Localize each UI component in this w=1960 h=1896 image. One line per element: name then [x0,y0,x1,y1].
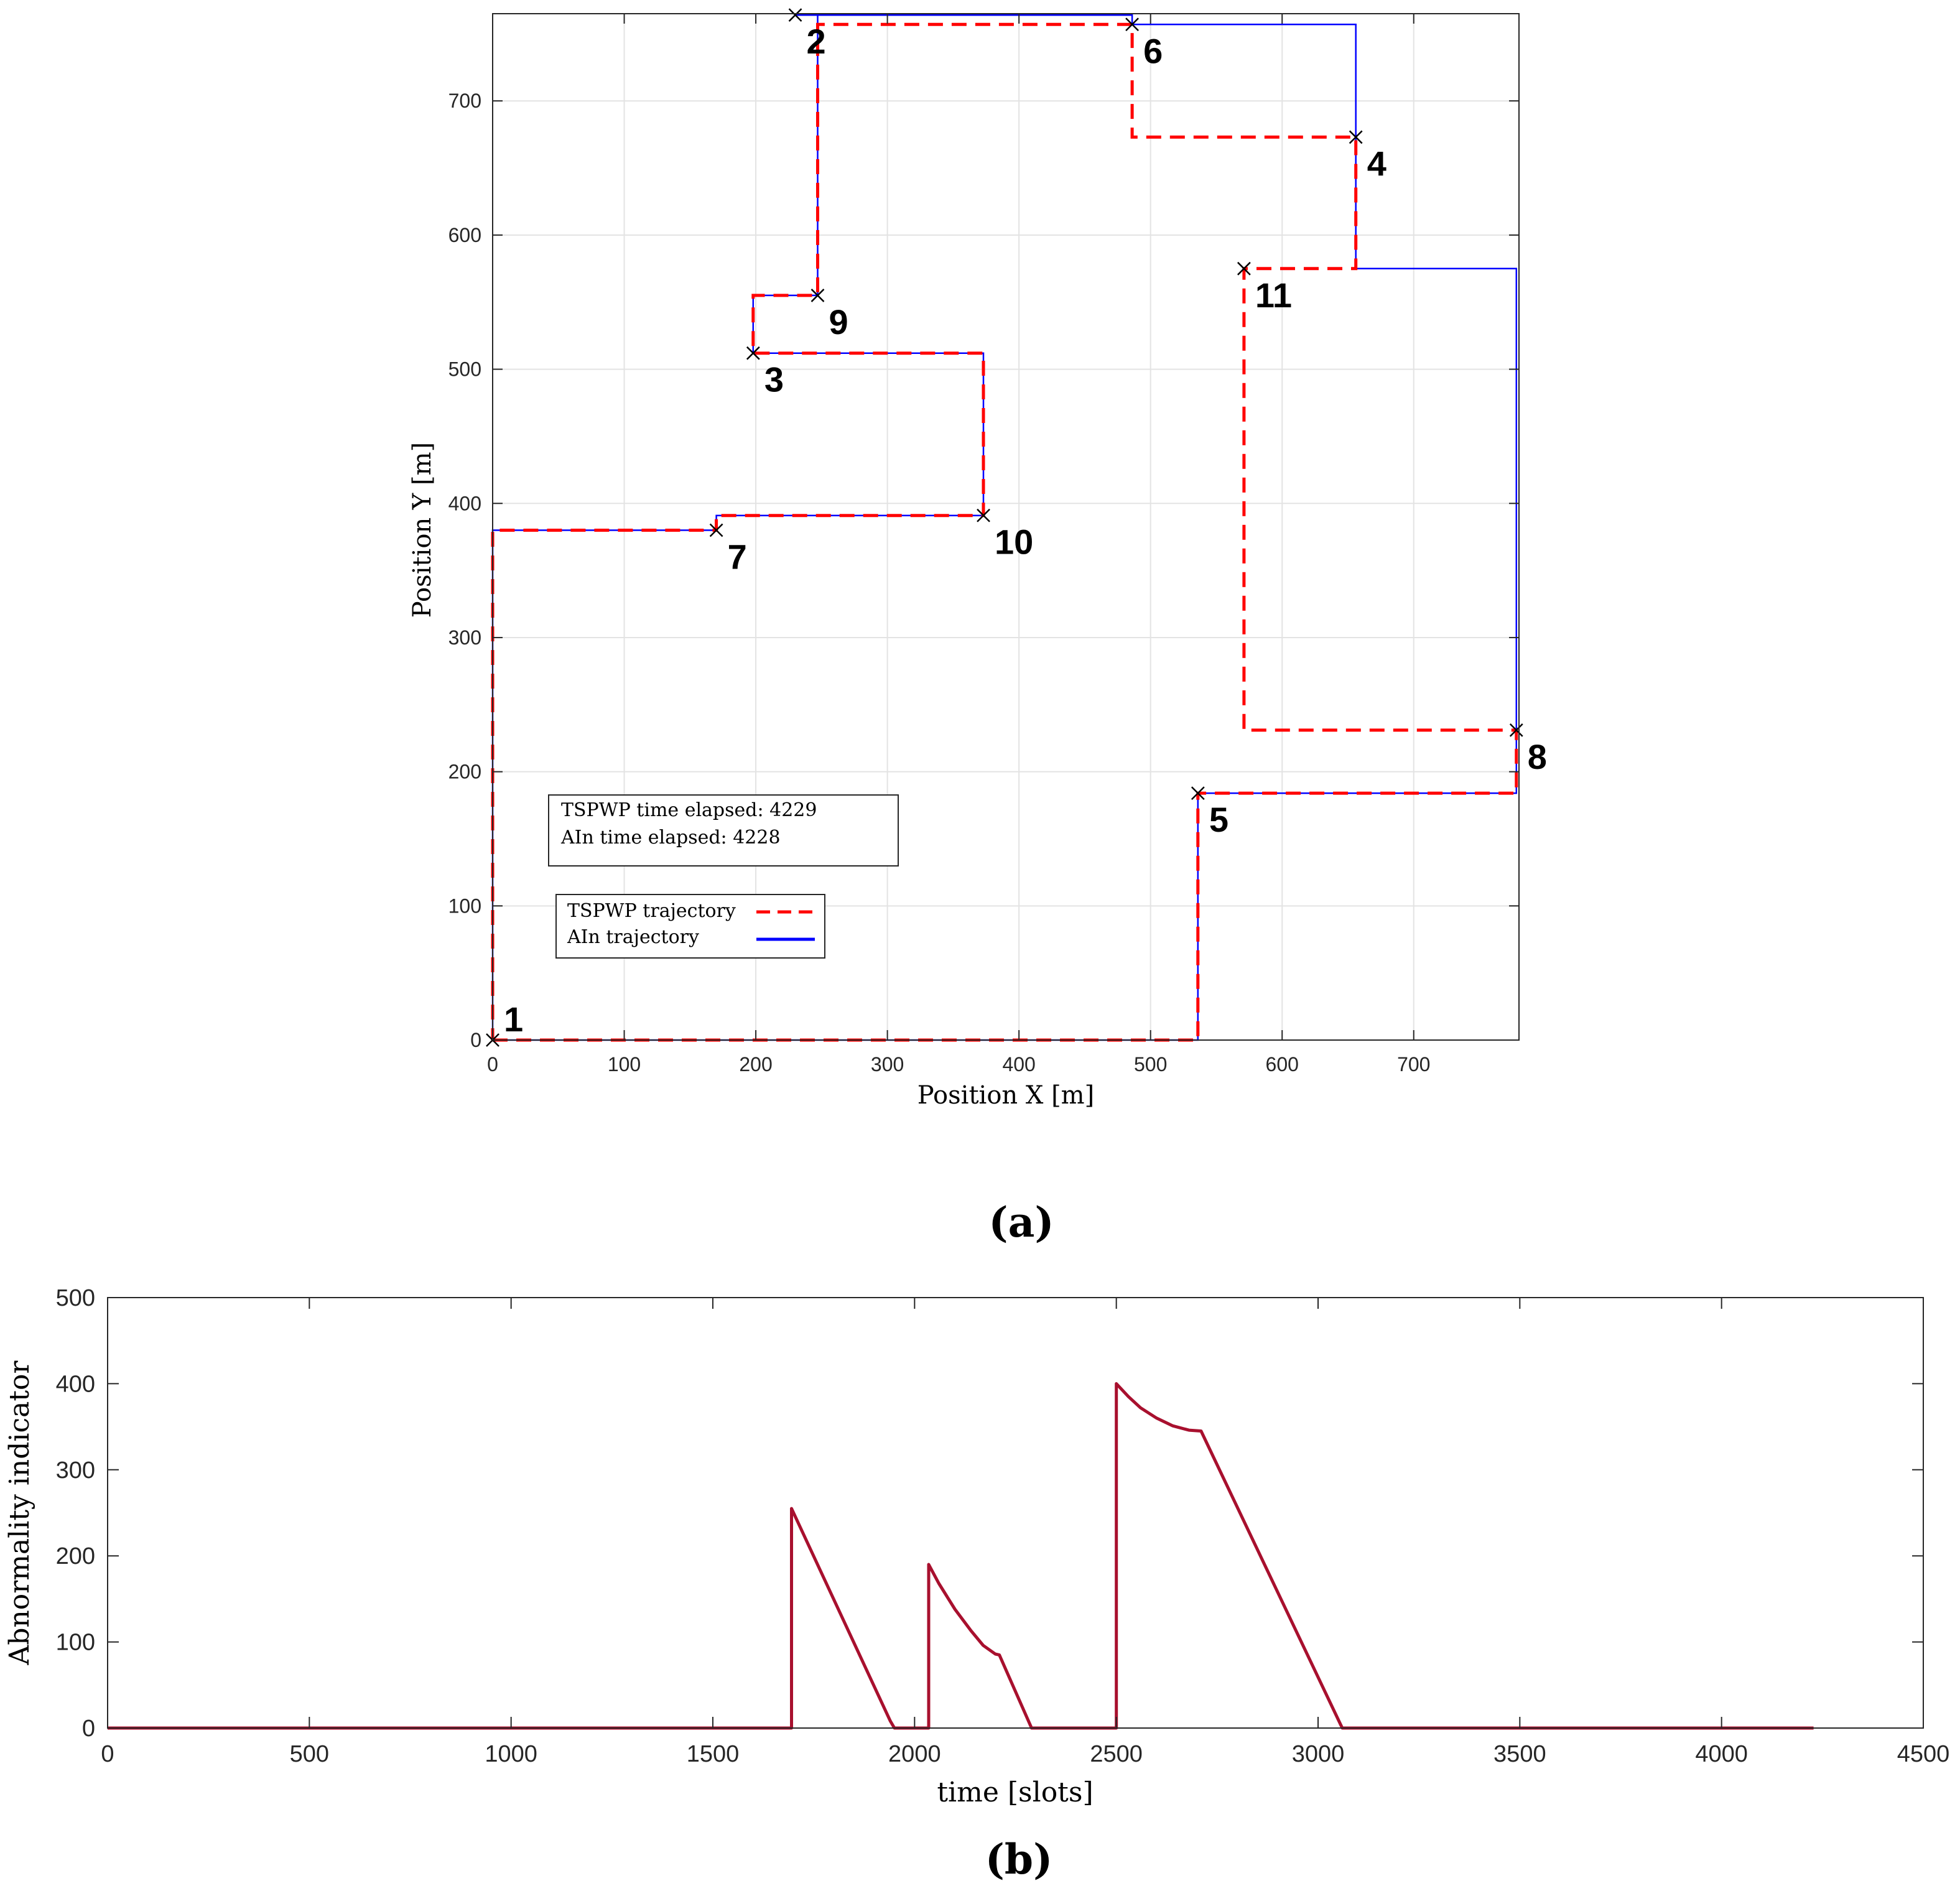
waypoint-node: 2 [788,8,826,61]
x-tick-label: 2500 [1090,1741,1143,1767]
trajectory-plot-background [493,14,1519,1040]
waypoint-label: 9 [829,302,848,342]
trajectory-nodes: 1 2 3 4 5 6 7 8 9 10 11 [486,8,1547,1047]
waypoint-node: 3 [746,346,784,399]
x-tick-label: 3500 [1493,1741,1546,1767]
waypoint-marker [1349,130,1363,144]
trajectory-x-axis-label: Position X [m] [917,1081,1094,1110]
trajectory-ticks: 0 100 200 300 400 500 600 700 0 100 200 300 400 500 60… [448,14,1519,1076]
x-tick-label: 400 [1002,1053,1035,1076]
panel-a-caption: (a) [988,1198,1054,1247]
y-tick-label: 100 [56,1630,95,1656]
x-tick-label: 100 [608,1053,641,1076]
waypoint-node: 9 [810,289,848,342]
y-tick-label: 100 [448,895,481,917]
trajectory-series [491,14,1518,1042]
abnormality-plot-frame [107,1297,1924,1729]
waypoint-label: 6 [1143,31,1163,70]
waypoint-label: 8 [1528,737,1547,776]
waypoint-label: 5 [1209,800,1228,839]
abnormality-y-axis-label: Abnormality indicator [4,1360,35,1665]
y-tick-label: 500 [448,358,481,381]
y-tick-label: 0 [82,1716,95,1742]
waypoint-node: 10 [977,508,1033,562]
tspwp-trajectory-line [491,22,1518,1042]
trajectory-y-axis-label: Position Y [m] [408,442,437,618]
waypoint-label: 4 [1367,144,1386,183]
y-tick-label: 400 [448,492,481,514]
time-elapsed-box-frame [548,794,899,867]
waypoint-node: 5 [1191,786,1228,839]
y-tick-label: 300 [448,626,481,649]
x-tick-label: 4500 [1897,1741,1950,1767]
x-tick-label: 200 [739,1053,772,1076]
y-tick-label: 300 [56,1457,95,1484]
waypoint-node: 8 [1509,723,1547,776]
x-tick-label: 1500 [687,1741,740,1767]
waypoint-marker [977,508,990,523]
abnormality-series [108,1382,1814,1730]
x-tick-label: 0 [487,1053,498,1076]
y-tick-label: 600 [448,224,481,246]
y-tick-label: 0 [470,1029,481,1051]
time-elapsed-box: TSPWP time elapsed: 4229 AIn time elapse… [548,794,899,867]
trajectory-plot: 1 2 3 4 5 6 7 8 9 10 11 0 100 200 300 400 500 600 700 0 100… [408,8,1547,1110]
y-tick-label: 700 [448,90,481,112]
x-tick-label: 1000 [485,1741,537,1767]
x-tick-label: 4000 [1695,1741,1748,1767]
abnormality-plot-background [108,1298,1923,1728]
waypoint-marker [746,346,760,360]
abnormality-x-axis-label: time [slots] [937,1777,1093,1808]
waypoint-marker [1125,17,1139,32]
y-tick-label: 200 [56,1543,95,1569]
abnormality-plot: 0 500 1000 1500 2000 2500 3000 3500 4000 4500 0 100… [4,1285,1949,1808]
waypoint-label: 10 [995,523,1033,562]
waypoint-marker [1237,261,1251,276]
y-tick-label: 200 [448,761,481,783]
waypoint-label: 11 [1255,276,1292,315]
waypoint-node: 11 [1237,261,1292,315]
trajectory-legend-frame [555,894,825,959]
waypoint-marker [810,289,825,302]
waypoint-label: 3 [764,360,784,399]
trajectory-plot-frame [492,13,1520,1041]
ain-time-elapsed: AIn time elapsed: 4228 [560,827,781,848]
trajectory-legend: TSPWP trajectory AIn trajectory [555,894,825,959]
y-tick-label: 400 [56,1371,95,1397]
x-tick-label: 600 [1266,1053,1299,1076]
waypoint-node: 4 [1349,130,1386,183]
x-tick-label: 3000 [1292,1741,1345,1767]
x-tick-label: 500 [290,1741,329,1767]
tspwp-time-elapsed: TSPWP time elapsed: 4229 [561,799,817,821]
x-tick-label: 500 [1134,1053,1167,1076]
legend-label-ain: AIn trajectory [567,926,699,948]
x-tick-label: 700 [1397,1053,1430,1076]
x-tick-label: 2000 [888,1741,941,1767]
waypoint-marker [1191,786,1205,801]
waypoint-marker [1509,723,1523,737]
waypoint-node: 7 [709,523,747,576]
waypoint-label: 2 [807,22,826,61]
waypoint-label: 7 [728,537,747,576]
x-tick-label: 300 [871,1053,904,1076]
waypoint-node: 6 [1125,17,1163,70]
panel-b-caption: (b) [985,1835,1053,1884]
abnormality-ticks: 0 500 1000 1500 2000 2500 3000 3500 4000 4500 0 100… [56,1285,1950,1767]
legend-label-tspwp: TSPWP trajectory [567,900,736,922]
ain-trajectory-line [491,14,1518,1041]
abnormality-indicator-line [108,1382,1814,1730]
x-tick-label: 0 [101,1741,114,1767]
y-tick-label: 500 [56,1285,95,1311]
waypoint-label: 1 [504,1000,523,1039]
waypoint-marker [788,8,802,22]
waypoint-marker [709,523,723,537]
